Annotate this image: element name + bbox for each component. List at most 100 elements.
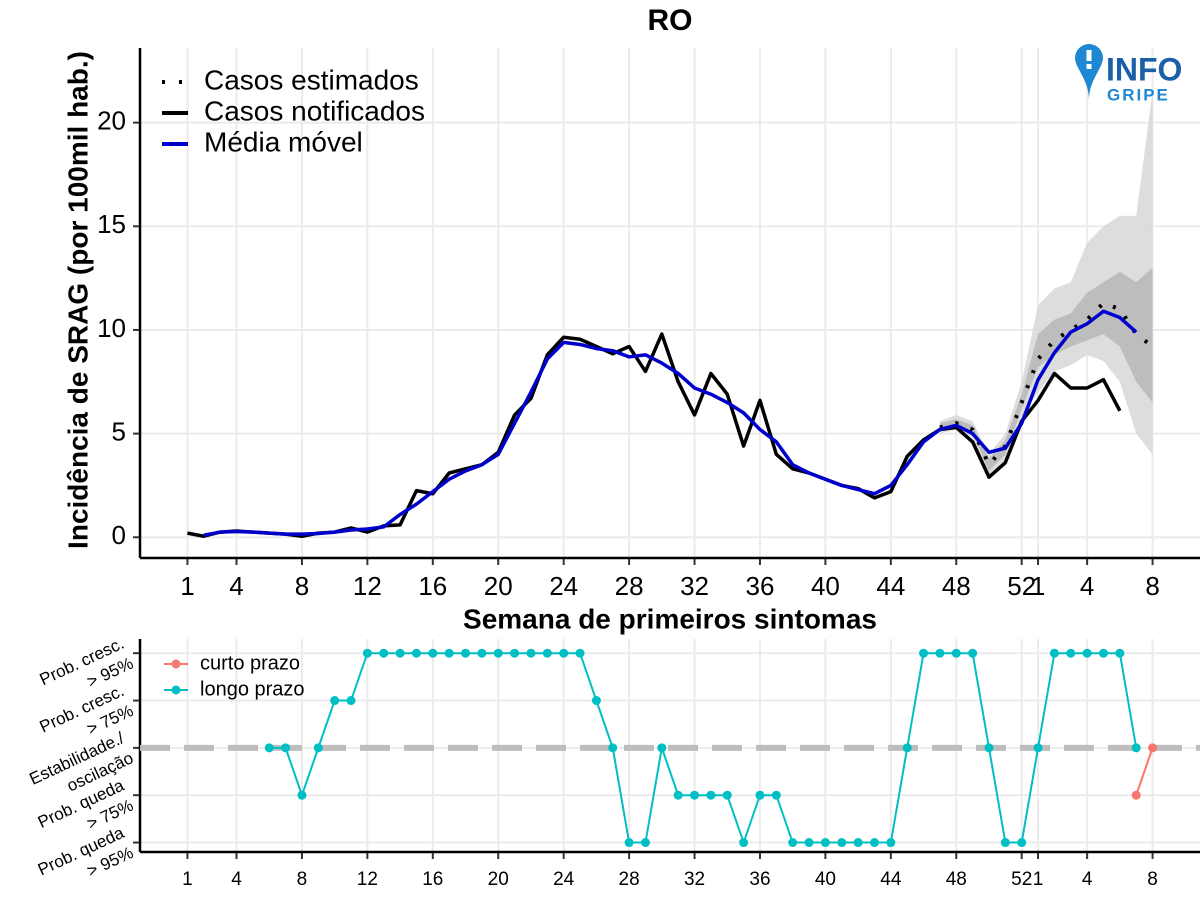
series-point <box>330 696 340 706</box>
y-tick-label: 15 <box>97 209 126 239</box>
x-tick-label: 32 <box>680 571 709 601</box>
series-point <box>526 648 536 658</box>
logo-mark <box>1086 64 1092 69</box>
x-tick-label: 36 <box>749 869 770 890</box>
series-point <box>919 648 929 658</box>
series-point <box>428 648 438 658</box>
legend-label: curto prazo <box>200 652 300 674</box>
series-point <box>1098 648 1108 658</box>
legend-swatch <box>171 659 181 669</box>
series-point <box>837 838 847 848</box>
x-tick-label: 28 <box>619 869 640 890</box>
x-tick-label: 32 <box>684 869 705 890</box>
x-tick-label: 20 <box>488 869 509 890</box>
series-point <box>281 743 291 753</box>
uncertainty-band <box>939 267 1153 471</box>
series-point <box>608 743 618 753</box>
series-point <box>444 648 454 658</box>
series-point <box>951 648 961 658</box>
series-point <box>591 696 601 706</box>
series-point <box>1017 838 1027 848</box>
x-tick-label: 1 <box>1031 571 1045 601</box>
x-tick-label: 16 <box>418 571 447 601</box>
x-tick-label: 4 <box>1080 571 1094 601</box>
x-tick-label: 24 <box>553 869 575 890</box>
series-line <box>187 332 1122 538</box>
x-tick-label: 12 <box>353 571 382 601</box>
series-point <box>722 790 732 800</box>
legend-swatch <box>171 685 181 695</box>
series-point <box>1082 648 1092 658</box>
logo-pin <box>1075 44 1103 100</box>
x-tick-label: 44 <box>876 571 905 601</box>
series-line <box>203 309 1138 537</box>
series-point <box>771 790 781 800</box>
chart-title: RO <box>648 4 693 37</box>
series-point <box>755 790 765 800</box>
logo-mark <box>1086 50 1092 61</box>
series-point <box>346 696 356 706</box>
series-point <box>297 790 307 800</box>
x-tick-label: 8 <box>1145 571 1159 601</box>
series-point <box>1000 838 1010 848</box>
series-line <box>1135 747 1154 796</box>
logo-subtext: GRIPE <box>1107 85 1170 104</box>
series-point <box>869 838 879 848</box>
series-point <box>461 648 471 658</box>
series-point <box>1115 648 1125 658</box>
x-tick-label: 8 <box>295 571 309 601</box>
x-tick-label: 20 <box>484 571 513 601</box>
x-tick-label: 1 <box>182 869 193 890</box>
x-tick-label: 24 <box>549 571 578 601</box>
series-point <box>673 790 683 800</box>
x-tick-label: 52 <box>1011 869 1032 890</box>
series-point <box>984 743 994 753</box>
y-axis-title: Incidência de SRAG (por 100mil hab.) <box>62 51 93 549</box>
series-point <box>820 838 830 848</box>
legend-label: Casos notificados <box>204 95 425 126</box>
y-tick-label: 0 <box>112 520 126 550</box>
series-point <box>395 648 405 658</box>
series-point <box>886 838 896 848</box>
x-tick-label: 4 <box>231 869 242 890</box>
series-point <box>313 743 323 753</box>
series-point <box>1131 790 1141 800</box>
x-tick-label: 48 <box>946 869 967 890</box>
series-point <box>559 648 569 658</box>
series-point <box>968 648 978 658</box>
series-point <box>853 838 863 848</box>
x-tick-label: 28 <box>615 571 644 601</box>
logo-text: INFO <box>1106 51 1182 87</box>
x-tick-label: 8 <box>297 869 308 890</box>
y-tick-label: 20 <box>97 106 126 136</box>
x-tick-label: 12 <box>357 869 378 890</box>
series-point <box>1066 648 1076 658</box>
y-tick-label: 10 <box>97 313 126 343</box>
x-tick-label: 8 <box>1147 869 1158 890</box>
x-tick-label: 4 <box>229 571 243 601</box>
series-point <box>690 790 700 800</box>
series-point <box>411 648 421 658</box>
series-point <box>1131 743 1141 753</box>
series-point <box>1148 743 1158 753</box>
series-point <box>264 743 274 753</box>
x-axis-title: Semana de primeiros sintomas <box>463 603 877 634</box>
series-point <box>657 743 667 753</box>
series-point <box>379 648 389 658</box>
series-point <box>1049 648 1059 658</box>
series-point <box>640 838 650 848</box>
legend-label: longo prazo <box>200 678 305 700</box>
series-point <box>739 838 749 848</box>
series-point <box>788 838 798 848</box>
x-tick-label: 4 <box>1082 869 1093 890</box>
x-tick-label: 48 <box>942 571 971 601</box>
y-tick-label: 5 <box>112 416 126 446</box>
series-point <box>935 648 945 658</box>
series-point <box>706 790 716 800</box>
legend-label: Casos estimados <box>204 64 419 95</box>
x-tick-label: 40 <box>815 869 836 890</box>
series-point <box>902 743 912 753</box>
series-point <box>542 648 552 658</box>
legend-label: Média móvel <box>204 126 363 157</box>
